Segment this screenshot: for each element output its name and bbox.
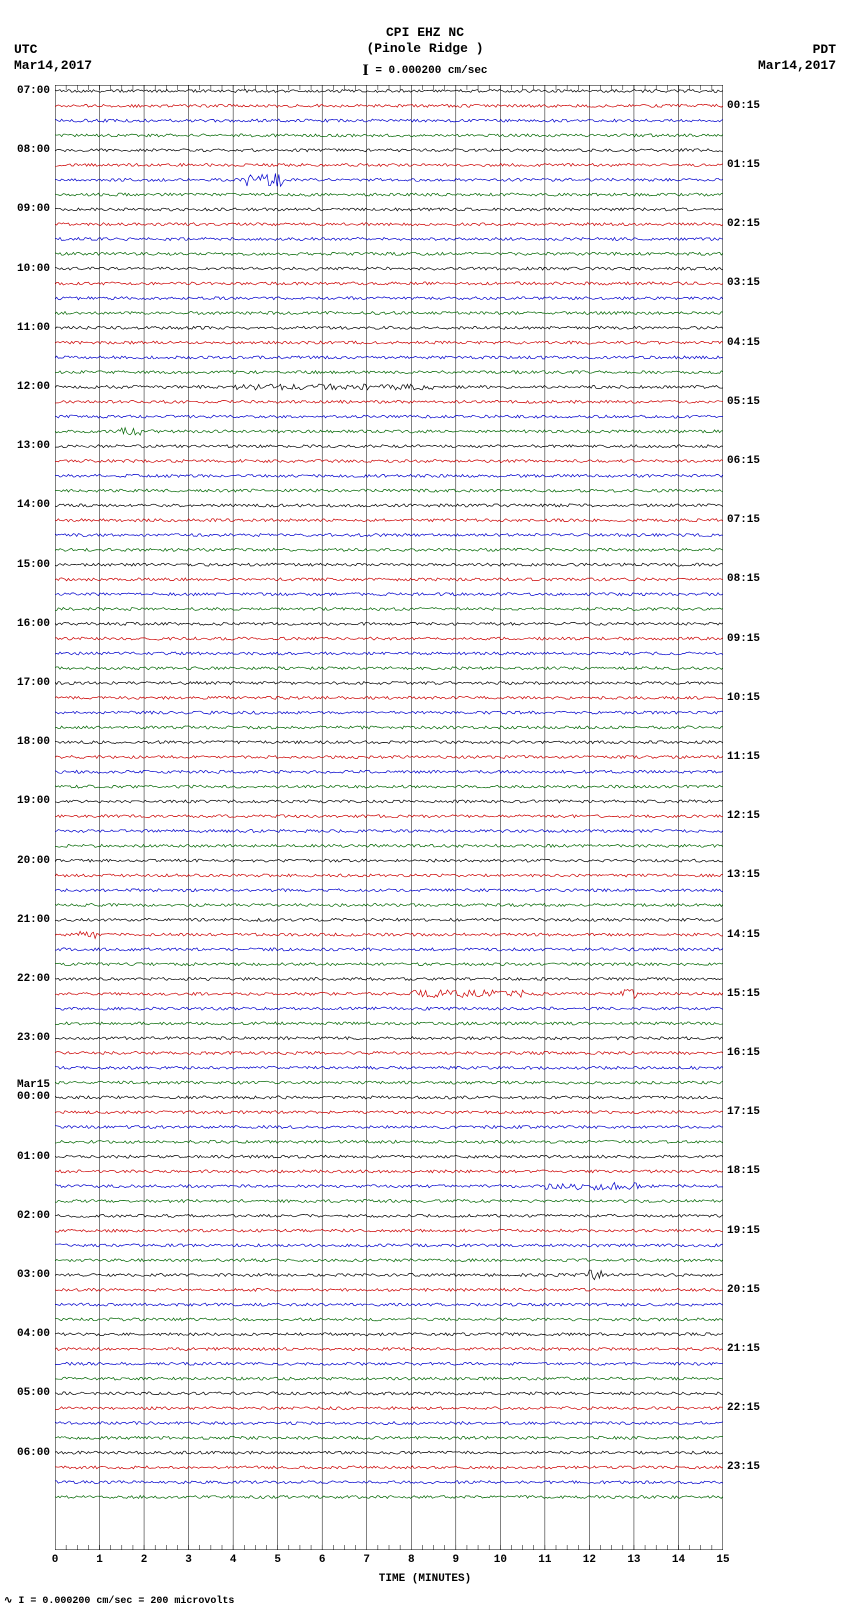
- footer-prefix: ∿ I: [4, 1596, 30, 1607]
- seismogram-page: CPI EHZ NC (Pinole Ridge ) I = 0.000200 …: [0, 0, 850, 1613]
- utc-hour-label: 11:00: [5, 322, 50, 334]
- x-tick-label: 7: [363, 1554, 370, 1566]
- x-tick-label: 11: [538, 1554, 551, 1566]
- pdt-hour-label: 05:15: [727, 396, 760, 408]
- utc-hour-label: 15:00: [5, 559, 50, 571]
- x-tick-label: 13: [627, 1554, 640, 1566]
- x-tick-label: 4: [230, 1554, 237, 1566]
- pdt-hour-label: 02:15: [727, 218, 760, 230]
- pdt-hour-label: 08:15: [727, 573, 760, 585]
- x-tick-label: 10: [494, 1554, 507, 1566]
- pdt-hour-label: 03:15: [727, 277, 760, 289]
- station-name: (Pinole Ridge ): [0, 41, 850, 56]
- pdt-hour-label: 12:15: [727, 810, 760, 822]
- x-tick-label: 15: [716, 1554, 729, 1566]
- pdt-hour-label: 19:15: [727, 1225, 760, 1237]
- utc-hour-label: 06:00: [5, 1447, 50, 1459]
- right-date: Mar14,2017: [758, 58, 836, 74]
- x-tick-label: 3: [185, 1554, 192, 1566]
- x-tick-label: 2: [141, 1554, 148, 1566]
- pdt-hour-label: 15:15: [727, 988, 760, 1000]
- utc-hour-label: 17:00: [5, 677, 50, 689]
- pdt-hour-label: 16:15: [727, 1047, 760, 1059]
- utc-hour-label: 03:00: [5, 1269, 50, 1281]
- left-date: Mar14,2017: [14, 58, 92, 74]
- pdt-hour-label: 09:15: [727, 633, 760, 645]
- pdt-hour-label: 20:15: [727, 1284, 760, 1296]
- x-tick-label: 9: [452, 1554, 459, 1566]
- utc-hour-label: 16:00: [5, 618, 50, 630]
- footer-scale: ∿ I = 0.000200 cm/sec = 200 microvolts: [4, 1595, 234, 1607]
- x-tick-label: 8: [408, 1554, 415, 1566]
- x-tick-label: 0: [52, 1554, 59, 1566]
- utc-hour-label: 22:00: [5, 973, 50, 985]
- x-tick-label: 12: [583, 1554, 596, 1566]
- scale-bar-icon: I: [362, 62, 368, 79]
- utc-hour-label: 05:00: [5, 1387, 50, 1399]
- pdt-hour-label: 04:15: [727, 337, 760, 349]
- utc-hour-label: 14:00: [5, 499, 50, 511]
- utc-hour-label: 21:00: [5, 914, 50, 926]
- footer-text: = 0.000200 cm/sec = 200 microvolts: [30, 1596, 234, 1607]
- utc-hour-label: 07:00: [5, 85, 50, 97]
- utc-hour-label: 23:00: [5, 1032, 50, 1044]
- right-tz: PDT: [758, 42, 836, 58]
- pdt-hour-label: 07:15: [727, 514, 760, 526]
- x-tick-label: 5: [274, 1554, 281, 1566]
- utc-hour-label: 00:00: [5, 1091, 50, 1103]
- pdt-hour-label: 22:15: [727, 1402, 760, 1414]
- utc-hour-label: 10:00: [5, 263, 50, 275]
- utc-hour-label: 08:00: [5, 144, 50, 156]
- station-code: CPI EHZ NC: [0, 25, 850, 41]
- right-tz-block: PDT Mar14,2017: [758, 42, 836, 75]
- utc-hour-label: 09:00: [5, 203, 50, 215]
- utc-hour-label: 19:00: [5, 795, 50, 807]
- utc-hour-label: 01:00: [5, 1151, 50, 1163]
- utc-hour-label: 18:00: [5, 736, 50, 748]
- pdt-hour-label: 10:15: [727, 692, 760, 704]
- x-axis-title: TIME (MINUTES): [0, 1573, 850, 1585]
- x-tick-label: 6: [319, 1554, 326, 1566]
- helicorder-plot: [55, 85, 723, 1550]
- pdt-hour-label: 13:15: [727, 869, 760, 881]
- pdt-hour-label: 06:15: [727, 455, 760, 467]
- pdt-hour-label: 11:15: [727, 751, 760, 763]
- pdt-hour-label: 23:15: [727, 1461, 760, 1473]
- pdt-hour-label: 17:15: [727, 1106, 760, 1118]
- pdt-hour-label: 01:15: [727, 159, 760, 171]
- left-tz: UTC: [14, 42, 92, 58]
- pdt-hour-label: 00:15: [727, 100, 760, 112]
- scale-text: = 0.000200 cm/sec: [375, 65, 487, 77]
- utc-hour-label: 02:00: [5, 1210, 50, 1222]
- pdt-hour-label: 18:15: [727, 1165, 760, 1177]
- utc-hour-label: 04:00: [5, 1328, 50, 1340]
- pdt-hour-label: 14:15: [727, 929, 760, 941]
- utc-hour-label: 20:00: [5, 855, 50, 867]
- pdt-hour-label: 21:15: [727, 1343, 760, 1355]
- scale-legend: I = 0.000200 cm/sec: [0, 62, 850, 80]
- left-tz-block: UTC Mar14,2017: [14, 42, 92, 75]
- x-tick-label: 1: [96, 1554, 103, 1566]
- utc-hour-label: 13:00: [5, 440, 50, 452]
- utc-midnight-date: Mar15: [5, 1079, 50, 1091]
- x-tick-label: 14: [672, 1554, 685, 1566]
- utc-hour-label: 12:00: [5, 381, 50, 393]
